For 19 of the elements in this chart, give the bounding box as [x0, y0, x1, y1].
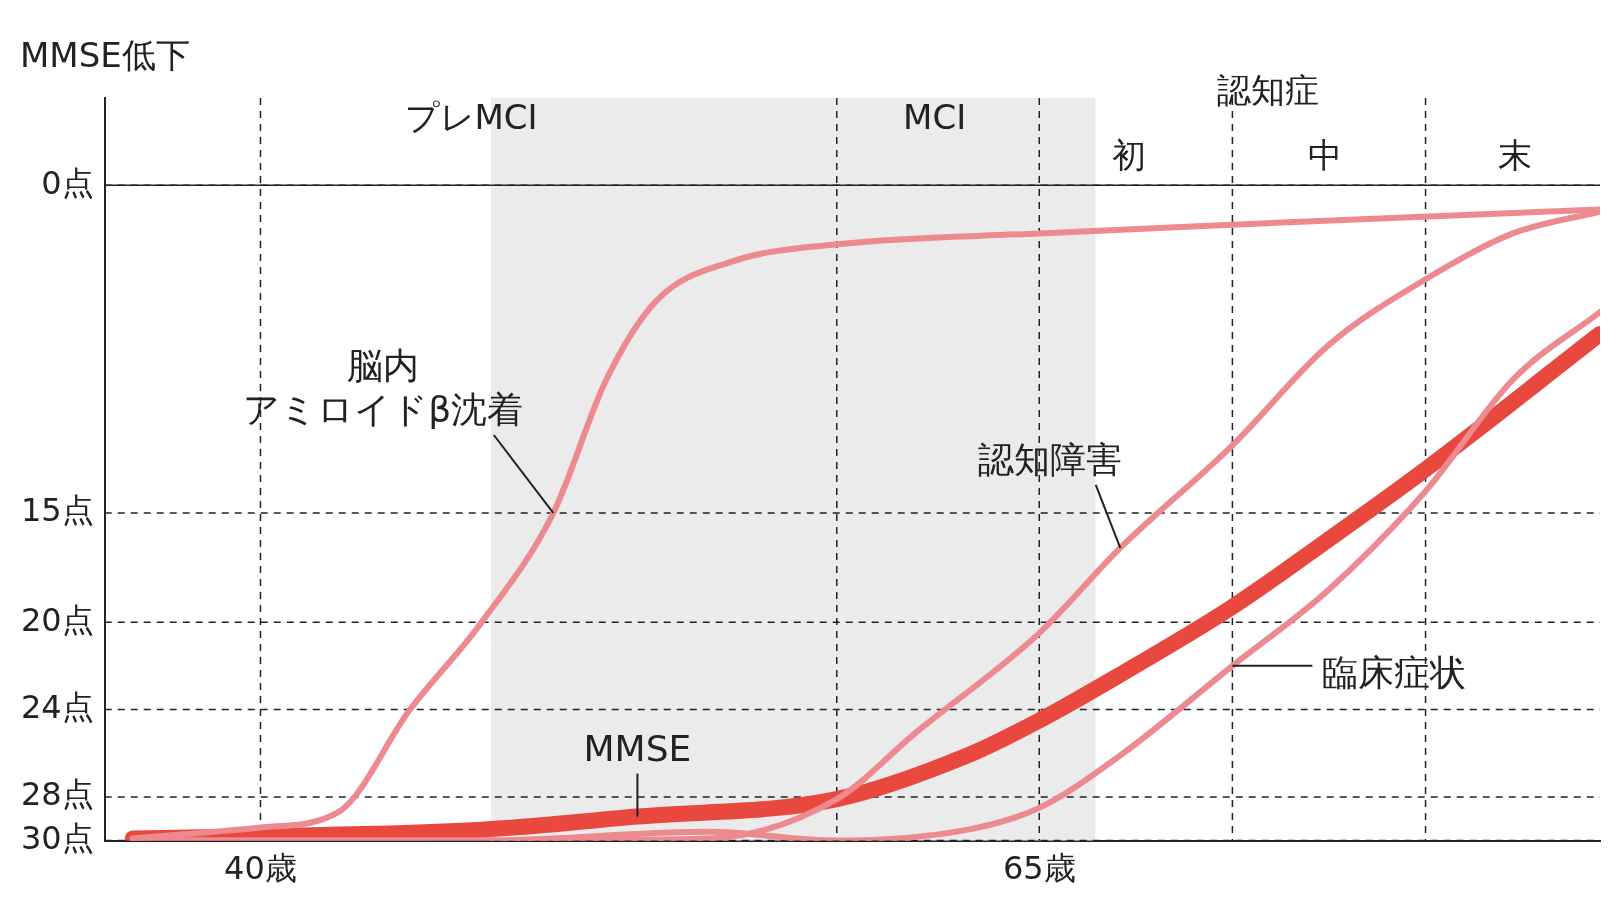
y-axis-title: MMSE低下 [20, 34, 190, 75]
y-tick-label: 30点 [21, 818, 94, 857]
y-tick-label: 28点 [21, 775, 94, 814]
series-label: 臨床症状 [1322, 652, 1467, 694]
annotation: 初 [1111, 134, 1146, 175]
x-tick-label: 40歳 [224, 849, 297, 888]
series-label: MMSE [583, 727, 692, 769]
x-tick-label: 65歳 [1002, 849, 1076, 888]
annotation: プレMCI [404, 96, 538, 137]
y-tick-label: 24点 [21, 687, 94, 726]
annotation: MCI [903, 96, 967, 137]
annotation: 末 [1497, 134, 1532, 175]
annotation: 中 [1307, 134, 1342, 175]
series-label: 認知障害 [978, 439, 1123, 481]
y-tick-label: 0点 [41, 163, 94, 202]
y-tick-label: 20点 [21, 600, 94, 639]
annotation: 認知症 [1217, 69, 1320, 110]
series-label: 脳内アミロイドβ沈着 [243, 345, 524, 431]
y-tick-label: 15点 [21, 491, 94, 530]
